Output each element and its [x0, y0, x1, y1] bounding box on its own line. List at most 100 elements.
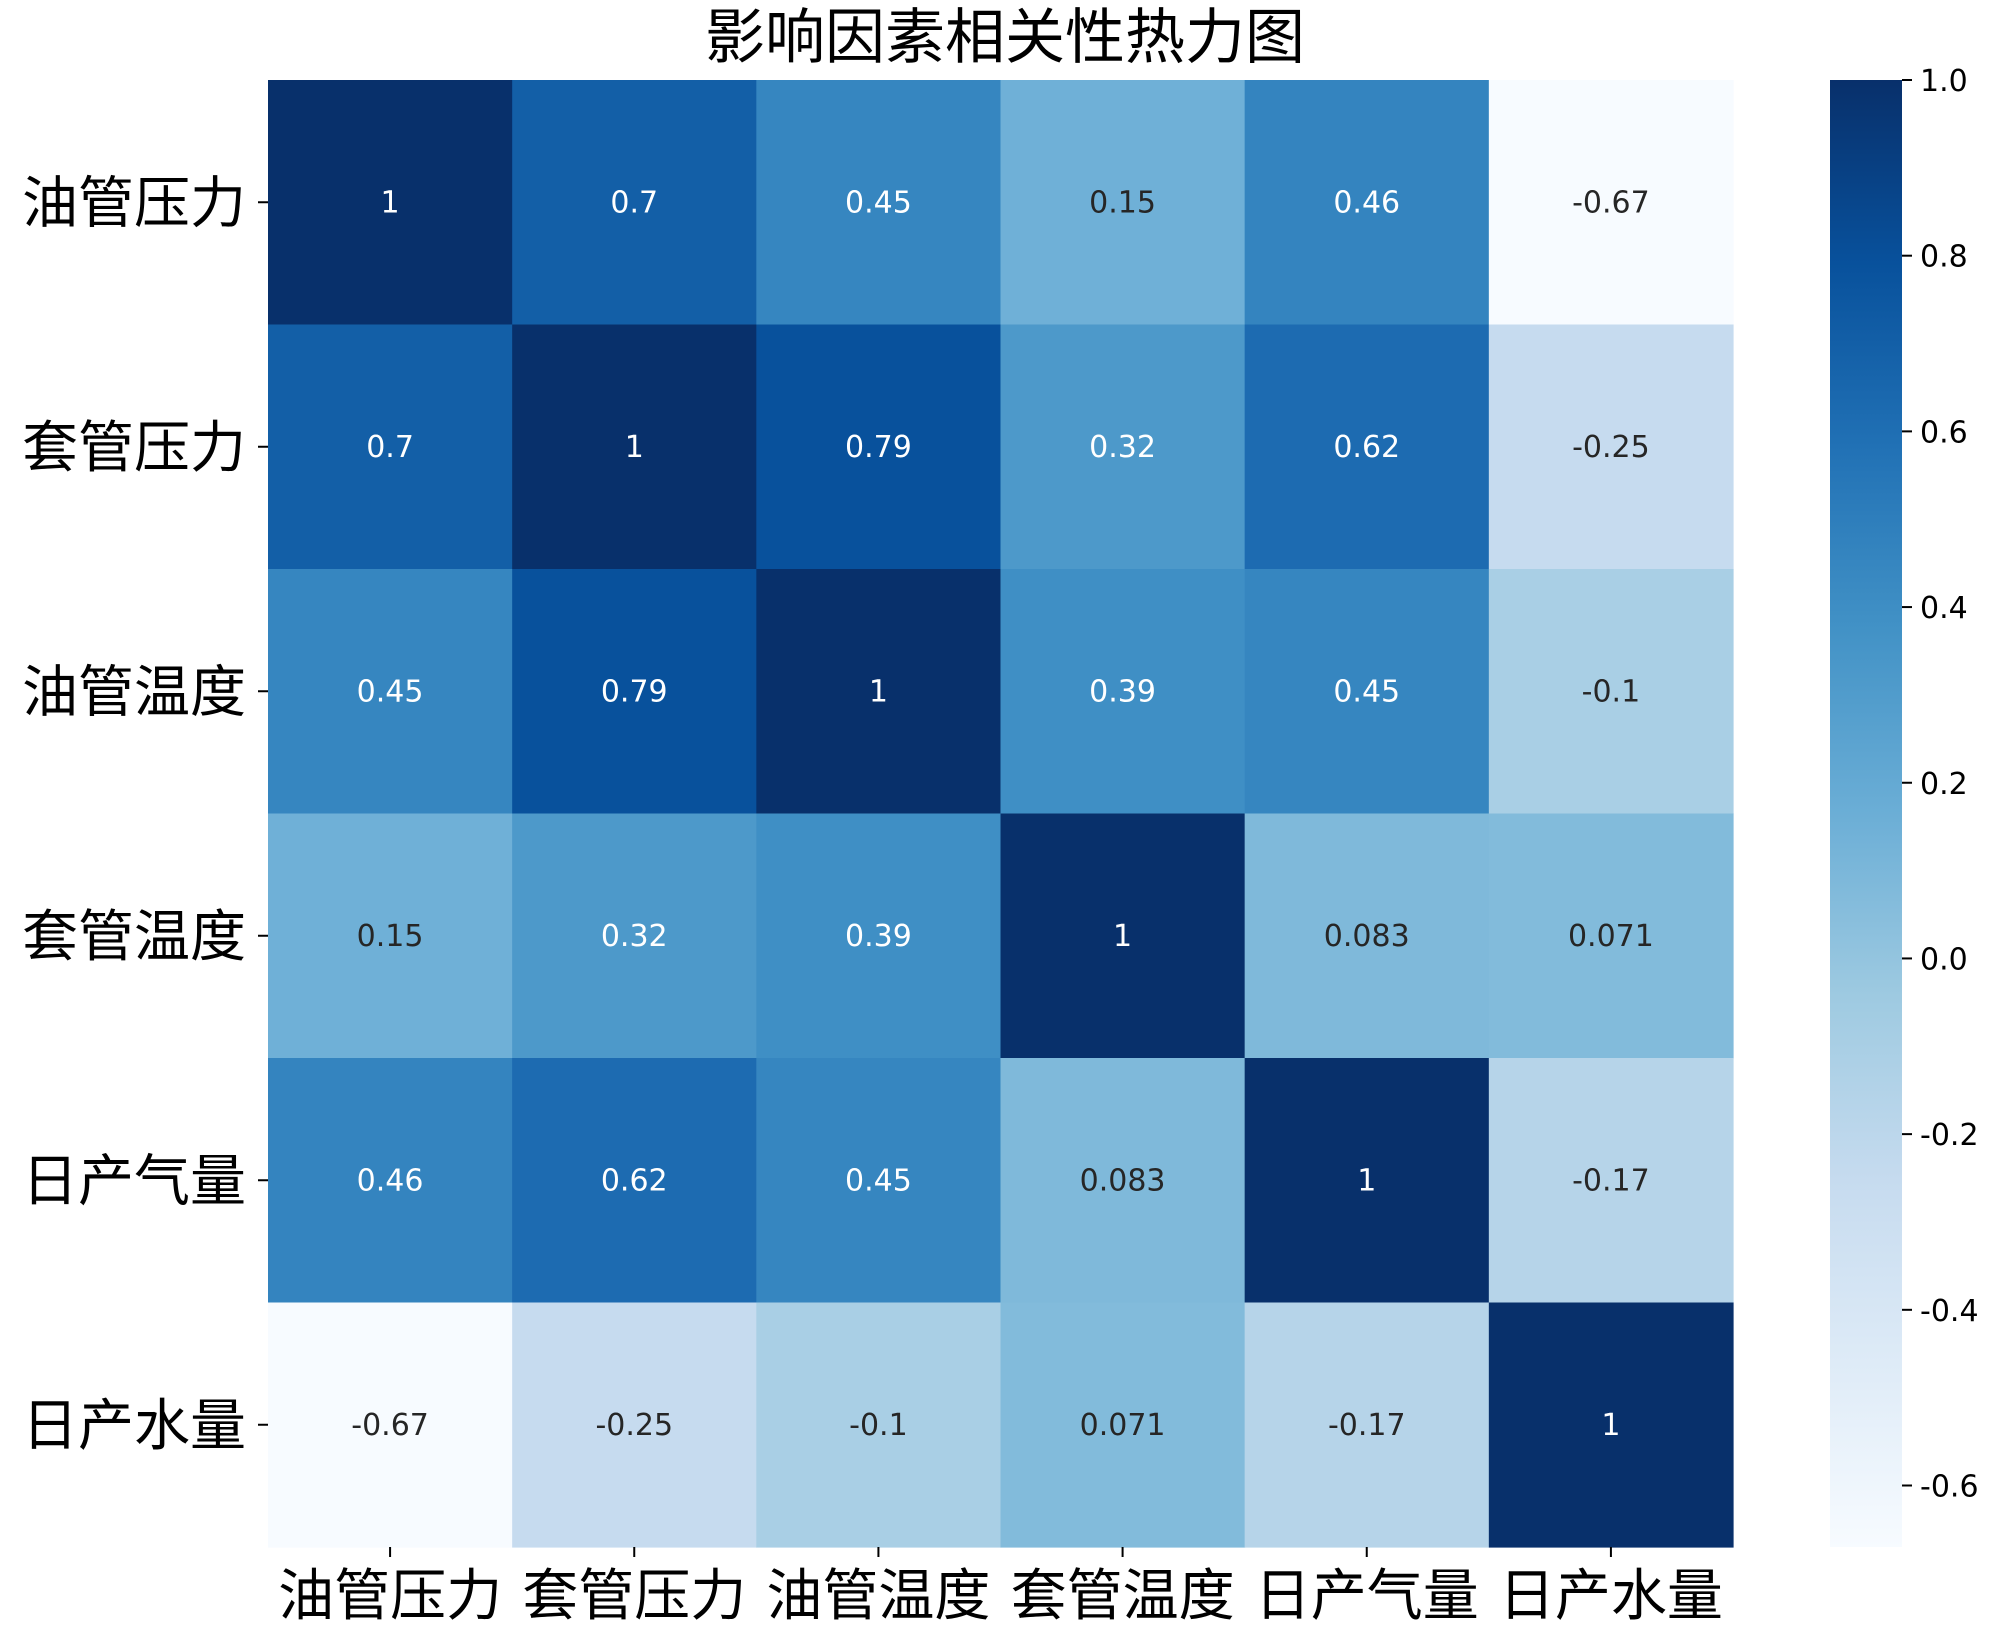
heatmap-cell: [756, 1058, 1002, 1304]
heatmap-cell: [756, 1302, 1002, 1548]
heatmap-cell: [268, 1302, 513, 1548]
cell-value-label: 0.79: [601, 674, 668, 709]
cell-value-label: 0.39: [1089, 674, 1156, 709]
cell-value-label: -0.25: [595, 1408, 673, 1443]
heatmap-cell: [1244, 324, 1490, 570]
colorbar-tick-label: -0.4: [1920, 1294, 1979, 1329]
cell-value-label: -0.17: [1572, 1163, 1650, 1198]
cell-value-label: 0.46: [357, 1163, 424, 1198]
colorbar-tick-label: 0.4: [1920, 591, 1968, 626]
column-labels: 油管压力 套管压力 油管温度 套管温度 日产气量 日产水量: [278, 1547, 1723, 1629]
heatmap-cell: [268, 569, 513, 815]
colorbar-tick-label: -0.2: [1920, 1118, 1979, 1153]
cell-value-label: 0.083: [1324, 919, 1410, 954]
colorbar-tick-label: 0.8: [1920, 240, 1968, 275]
x-tick-label: 日产气量: [1255, 1564, 1479, 1629]
cell-value-label: 0.39: [845, 919, 912, 954]
cell-value-label: -0.17: [1328, 1408, 1406, 1443]
cell-value-label: 0.62: [601, 1163, 668, 1198]
heatmap-cell: [512, 1058, 757, 1304]
cell-value-label: 0.45: [357, 674, 424, 709]
cell-value-label: -0.1: [849, 1408, 908, 1443]
cell-value-label: 0.071: [1568, 919, 1654, 954]
heatmap-cell: [1244, 569, 1490, 815]
chart-title: 影响因素相关性热力图: [705, 3, 1305, 73]
heatmap-cell: [512, 1302, 757, 1548]
cell-value-label: 1: [1113, 919, 1132, 954]
cell-value-label: -0.1: [1582, 674, 1641, 709]
colorbar-tick-label: -0.6: [1920, 1470, 1979, 1505]
cell-value-label: 0.32: [1089, 430, 1156, 465]
heatmap-cell: [756, 813, 1002, 1059]
cell-value-label: 1: [1357, 1163, 1376, 1198]
heatmap-cell: [1244, 813, 1490, 1059]
heatmap-cell: [512, 813, 757, 1059]
cell-value-label: -0.67: [1572, 185, 1650, 220]
heatmap-cell: [1244, 1058, 1490, 1304]
y-tick-label: 套管压力: [22, 416, 246, 481]
cell-value-label: -0.67: [351, 1408, 429, 1443]
colorbar-tick-label: 0.0: [1920, 942, 1968, 977]
heatmap-cell: [268, 80, 513, 326]
heatmap-cell: [1244, 80, 1490, 326]
colorbar-tick-label: 1.0: [1920, 64, 1968, 99]
heatmap-cell: [756, 80, 1002, 326]
cell-value-label: 1: [381, 185, 400, 220]
x-tick-label: 油管温度: [766, 1564, 990, 1629]
heatmap-cell: [1488, 813, 1734, 1059]
heatmap-cell: [1000, 569, 1246, 815]
heatmap-cell: [1488, 1058, 1734, 1304]
x-tick-label: 日产水量: [1499, 1564, 1723, 1629]
cell-value-label: 0.45: [845, 185, 912, 220]
colorbar-gradient: [1830, 80, 1902, 1547]
x-tick-label: 套管压力: [522, 1564, 746, 1629]
y-tick-label: 日产水量: [22, 1394, 246, 1459]
heatmap-cell: [1488, 569, 1734, 815]
cell-value-label: 0.15: [1089, 185, 1156, 220]
colorbar-tick-label: 0.2: [1920, 767, 1968, 802]
heatmap-cell: [268, 813, 513, 1059]
y-tick-label: 日产气量: [22, 1149, 246, 1214]
cell-value-label: 1: [869, 674, 888, 709]
cell-value-label: 0.071: [1080, 1408, 1166, 1443]
cell-value-label: 0.45: [1333, 674, 1400, 709]
heatmap-cell: [1000, 813, 1246, 1059]
cell-value-label: 0.32: [601, 919, 668, 954]
cell-value-label: 0.7: [610, 185, 658, 220]
heatmap-cell: [756, 569, 1002, 815]
y-tick-label: 套管温度: [22, 905, 246, 970]
heatmap-cell: [1244, 1302, 1490, 1548]
y-tick-label: 油管压力: [22, 171, 246, 236]
cell-value-label: 0.62: [1333, 430, 1400, 465]
heatmap-cell: [1488, 324, 1734, 570]
heatmap-cell: [1488, 1302, 1734, 1548]
heatmap-cell: [1000, 80, 1246, 326]
x-tick-label: 油管压力: [278, 1564, 502, 1629]
heatmap-cell: [1000, 1302, 1246, 1548]
cell-value-label: 0.083: [1080, 1163, 1166, 1198]
heatmap-cell: [268, 1058, 513, 1304]
cell-value-label: 0.46: [1333, 185, 1400, 220]
x-tick-label: 套管温度: [1011, 1564, 1235, 1629]
heatmap-cells: 1 0.7 0.45 0.15 0.46 -0.67 0.7 1 0.79 0.32 0.62 -0.…: [268, 80, 1734, 1548]
cell-value-label: 0.7: [366, 430, 414, 465]
cell-value-label: 0.79: [845, 430, 912, 465]
colorbar-tick-label: 0.6: [1920, 415, 1968, 450]
heatmap-cell: [512, 80, 757, 326]
colorbar: 1.0 0.8 0.6 0.4 0.2 0.0 -0.2 -0.4 -0.6: [1830, 64, 1979, 1547]
heatmap-cell: [756, 324, 1002, 570]
cell-value-label: 1: [1601, 1408, 1620, 1443]
cell-value-label: 1: [625, 430, 644, 465]
cell-value-label: -0.25: [1572, 430, 1650, 465]
y-tick-label: 油管温度: [22, 660, 246, 725]
heatmap-cell: [1000, 1058, 1246, 1304]
heatmap-cell: [512, 569, 757, 815]
cell-value-label: 0.15: [357, 919, 424, 954]
cell-value-label: 0.45: [845, 1163, 912, 1198]
heatmap-cell: [1488, 80, 1734, 326]
heatmap-cell: [512, 324, 757, 570]
heatmap-cell: [1000, 324, 1246, 570]
heatmap-cell: [268, 324, 513, 570]
